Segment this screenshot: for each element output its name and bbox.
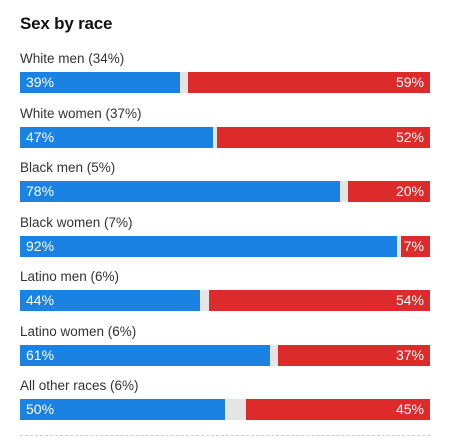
bottom-divider [20, 435, 430, 436]
republican-value-label: 37% [395, 346, 424, 363]
republican-bar-segment [348, 181, 430, 202]
democrat-value-label: 61% [26, 346, 55, 363]
category-label: Latino women (6%) [20, 323, 137, 339]
republican-value-label: 59% [395, 74, 424, 90]
democrat-value-label: 50% [26, 401, 55, 417]
democrat-value-label: 47% [26, 128, 55, 145]
democrat-bar-segment [20, 181, 340, 202]
stacked-bar: 92% 7% [20, 235, 430, 257]
category-label: White women (37%) [20, 105, 142, 121]
democrat-value-label: 39% [26, 74, 55, 90]
democrat-value-label: 92% [26, 237, 55, 254]
republican-value-label: 52% [395, 128, 424, 145]
race-group-row: White men (34%) 39% 59% [20, 50, 430, 93]
stacked-bar: 39% 59% [20, 72, 430, 93]
race-group-row: All other races (6%) 50% 45% [20, 377, 430, 420]
stacked-bar: 78% 20% [20, 181, 430, 202]
republican-value-label: 54% [395, 292, 424, 308]
democrat-bar-segment [20, 290, 201, 311]
race-group-row: Latino women (6%) 61% 37% [20, 323, 430, 366]
category-label: Black men (5%) [20, 160, 116, 175]
stacked-bar: 61% 37% [20, 344, 430, 366]
stacked-bar: 44% 54% [20, 290, 430, 311]
category-label: White men (34%) [20, 51, 125, 66]
democrat-bar-segment [20, 399, 225, 420]
democrat-bar-segment [20, 126, 213, 148]
republican-bar-segment [188, 72, 430, 93]
democrat-bar-segment [20, 235, 398, 257]
democrat-value-label: 44% [26, 292, 55, 308]
democrat-bar-segment [20, 344, 271, 366]
category-label: Black women (7%) [20, 214, 133, 230]
democrat-value-label: 78% [26, 183, 55, 199]
republican-bar-segment [245, 399, 430, 420]
stacked-bar: 50% 45% [20, 399, 430, 420]
race-group-row: White women (37%) 47% 52% [20, 105, 430, 148]
democrat-bar-segment [20, 72, 180, 93]
republican-value-label: 20% [395, 183, 424, 199]
chart-title: Sex by race [20, 14, 113, 33]
category-label: All other races (6%) [20, 378, 139, 393]
republican-bar-segment [278, 344, 430, 366]
stacked-bar: 47% 52% [20, 126, 430, 148]
republican-value-label: 7% [403, 237, 424, 254]
race-group-row: Black women (7%) 92% 7% [20, 214, 430, 257]
republican-bar-segment [208, 290, 430, 311]
race-group-row: Latino men (6%) 44% 54% [20, 268, 430, 311]
category-label: Latino men (6%) [20, 269, 120, 284]
republican-value-label: 45% [395, 401, 424, 417]
republican-bar-segment [401, 235, 430, 257]
republican-bar-segment [216, 126, 430, 148]
race-group-row: Black men (5%) 78% 20% [20, 159, 430, 202]
